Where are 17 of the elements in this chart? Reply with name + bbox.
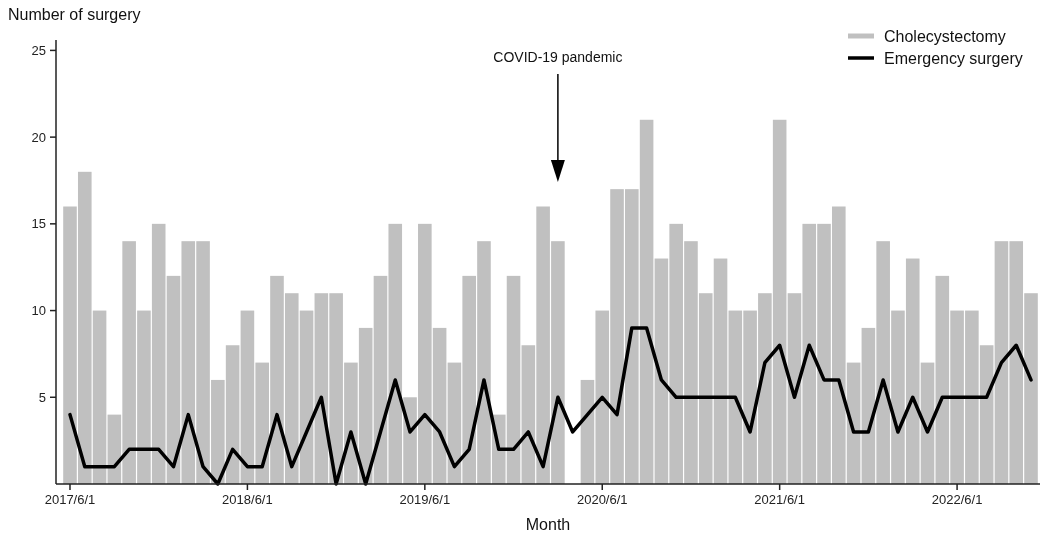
x-tick-label: 2017/6/1: [44, 492, 96, 507]
legend-label: Emergency surgery: [884, 49, 1023, 67]
line-series: [68, 326, 1033, 486]
legend-label: Cholecystectomy: [884, 27, 1006, 45]
x-tick-label: 2018/6/1: [222, 492, 273, 507]
x-tick-label: 2022/6/1: [931, 492, 983, 507]
x-axis-title: Month: [525, 516, 571, 533]
annotation: COVID-19 pandemic: [493, 49, 623, 65]
x-tick-label: 2021/6/1: [754, 492, 805, 507]
y-tick-label: 15: [31, 216, 46, 232]
y-tick-label: 10: [31, 303, 46, 319]
y-tick-label: 25: [31, 42, 46, 58]
x-tick-label: 2020/6/1: [576, 492, 628, 507]
y-tick-label: 20: [31, 129, 46, 145]
x-tick-label: 2019/6/1: [399, 492, 451, 507]
y-axis-title: Number of surgery: [8, 6, 141, 23]
y-tick-label: 5: [38, 389, 46, 405]
